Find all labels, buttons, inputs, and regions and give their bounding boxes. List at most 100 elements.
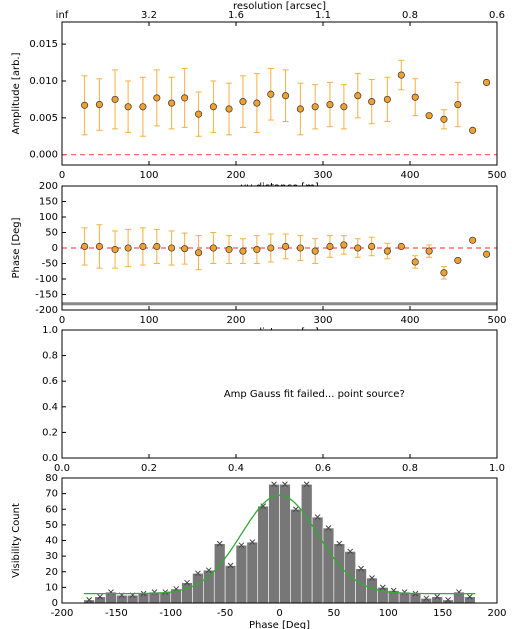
y-tick-label: 0 xyxy=(52,598,58,609)
bar-marker xyxy=(260,503,267,509)
data-point xyxy=(282,92,290,100)
x-tick-label: 200 xyxy=(226,170,245,181)
bar xyxy=(366,577,378,604)
data-point xyxy=(425,247,433,255)
bar xyxy=(137,593,150,604)
data-point xyxy=(440,269,448,277)
data-point xyxy=(225,105,233,113)
bar-marker xyxy=(325,525,332,531)
y-tick-label: 0.6 xyxy=(42,376,58,387)
y-tick-label: 200 xyxy=(39,181,58,192)
bar xyxy=(203,569,215,604)
data-point xyxy=(483,250,491,258)
y-tick-label: 0.8 xyxy=(42,351,58,362)
y-axis-label: Visibility Count xyxy=(11,503,22,578)
data-point xyxy=(483,78,491,86)
data-point xyxy=(383,247,391,255)
x-tick-label: 0.6 xyxy=(315,463,331,474)
x-tick-label: 100 xyxy=(139,315,158,326)
x-tick-label: -200 xyxy=(51,608,74,619)
bar xyxy=(126,594,139,604)
data-point xyxy=(296,105,304,113)
y-tick-label: 60 xyxy=(45,504,58,515)
bar-marker xyxy=(303,481,310,488)
bar xyxy=(94,596,106,604)
data-point xyxy=(296,244,304,252)
x-tick-label: 100 xyxy=(379,608,398,619)
data-point xyxy=(153,242,161,251)
y-tick-label: 0.2 xyxy=(42,427,58,438)
bar-marker xyxy=(434,593,441,600)
bar-marker xyxy=(347,548,354,555)
data-point xyxy=(239,98,247,106)
data-point xyxy=(440,115,448,123)
bar-marker xyxy=(86,597,93,603)
x-tick-label: 0.8 xyxy=(402,463,418,474)
x-tick-label: 0 xyxy=(276,608,282,619)
x-tick-label: 300 xyxy=(313,315,332,326)
y-tick-label: 0.005 xyxy=(29,113,58,124)
top-tick-label: 1.6 xyxy=(228,10,244,21)
y-tick-label: -100 xyxy=(35,274,58,285)
data-point xyxy=(354,244,362,252)
x-tick-label: 1.0 xyxy=(489,463,505,474)
bar-marker xyxy=(205,567,212,574)
annotation: Amp Gauss fit failed... point source? xyxy=(224,389,405,400)
x-tick-label: 0.2 xyxy=(141,463,157,474)
bar xyxy=(377,587,389,604)
bar xyxy=(464,596,476,604)
y-tick-label: 0.4 xyxy=(42,402,58,413)
y-tick-label: -50 xyxy=(42,259,58,270)
x-tick-label: 400 xyxy=(400,170,419,181)
bar xyxy=(257,505,269,604)
bar-marker xyxy=(292,506,299,513)
bar xyxy=(333,543,346,604)
data-point xyxy=(282,242,290,251)
data-point xyxy=(368,242,376,251)
data-point xyxy=(195,249,203,257)
x-tick-label: 0 xyxy=(59,315,65,326)
bar-marker xyxy=(216,540,223,547)
bar-marker xyxy=(97,593,103,600)
y-tick-label: 70 xyxy=(45,489,58,500)
y-tick-label: 50 xyxy=(45,520,58,531)
bar xyxy=(116,594,128,604)
data-point xyxy=(81,242,89,251)
x-axis-label: Phase [Deg] xyxy=(249,620,310,629)
data-point xyxy=(354,92,362,100)
bar-marker xyxy=(336,540,343,547)
bar-marker xyxy=(238,542,245,549)
data-point xyxy=(267,244,275,252)
bar-marker xyxy=(358,565,364,572)
y-tick-label: 30 xyxy=(45,551,58,562)
bar-marker xyxy=(423,595,430,602)
data-point xyxy=(139,242,147,251)
y-tick-label: 10 xyxy=(45,582,58,593)
axes-frame xyxy=(61,477,498,604)
data-point xyxy=(425,112,433,120)
x-tick-label: 200 xyxy=(226,315,245,326)
data-point xyxy=(81,101,89,109)
top-tick-label: 1.1 xyxy=(315,10,331,21)
axes-frame xyxy=(61,185,498,311)
bar-marker xyxy=(195,570,201,577)
bar xyxy=(213,543,226,604)
data-point xyxy=(111,95,119,103)
x-tick-label: 0.0 xyxy=(54,463,70,474)
data-point xyxy=(340,241,348,249)
y-tick-label: 150 xyxy=(39,197,58,208)
x-tick-label: -150 xyxy=(105,608,128,619)
data-point xyxy=(225,246,233,254)
bar-marker xyxy=(369,575,375,581)
y-tick-label: 0.0 xyxy=(42,453,58,464)
data-point xyxy=(253,246,261,254)
data-point xyxy=(124,103,132,111)
data-point xyxy=(181,245,189,253)
data-point xyxy=(181,94,189,102)
y-tick-label: 0.010 xyxy=(29,76,58,87)
bar xyxy=(311,516,324,604)
bar xyxy=(192,573,204,604)
bar xyxy=(159,591,172,604)
y-tick-label: -200 xyxy=(35,305,58,316)
